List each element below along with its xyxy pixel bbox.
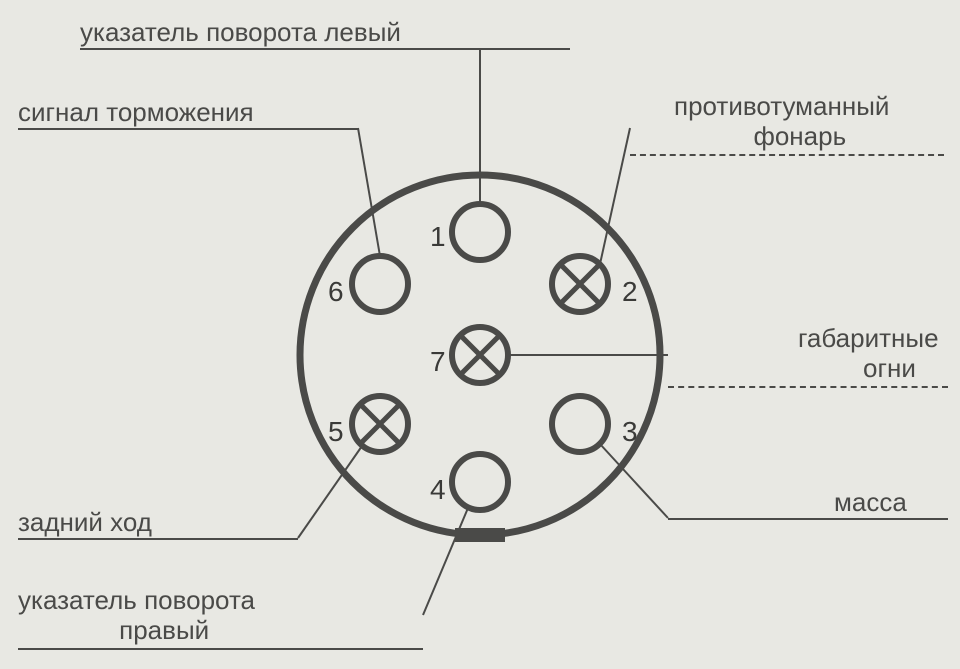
pin-number-4: 4 [430, 474, 446, 506]
label-l7: габаритные огни [798, 324, 939, 384]
pin-number-2: 2 [622, 276, 638, 308]
pin-number-5: 5 [328, 416, 344, 448]
label-l4: указатель поворота правый [18, 586, 255, 646]
label-l6: сигнал торможения [18, 98, 254, 128]
pin-number-3: 3 [622, 416, 638, 448]
underline-l3 [668, 518, 948, 520]
underline-l5 [18, 538, 298, 540]
label-l5: задний ход [18, 508, 152, 538]
pin-number-6: 6 [328, 276, 344, 308]
underline-l7 [668, 386, 948, 388]
pin-number-1: 1 [430, 221, 446, 253]
underline-l4 [18, 648, 423, 650]
underline-l2 [630, 154, 944, 156]
pin-number-7: 7 [430, 346, 446, 378]
underline-l1 [80, 48, 570, 50]
label-l3: масса [834, 488, 907, 518]
label-l1: указатель поворота левый [80, 18, 401, 48]
label-l2: противотуманный фонарь [674, 92, 889, 152]
underline-l6 [18, 128, 358, 130]
